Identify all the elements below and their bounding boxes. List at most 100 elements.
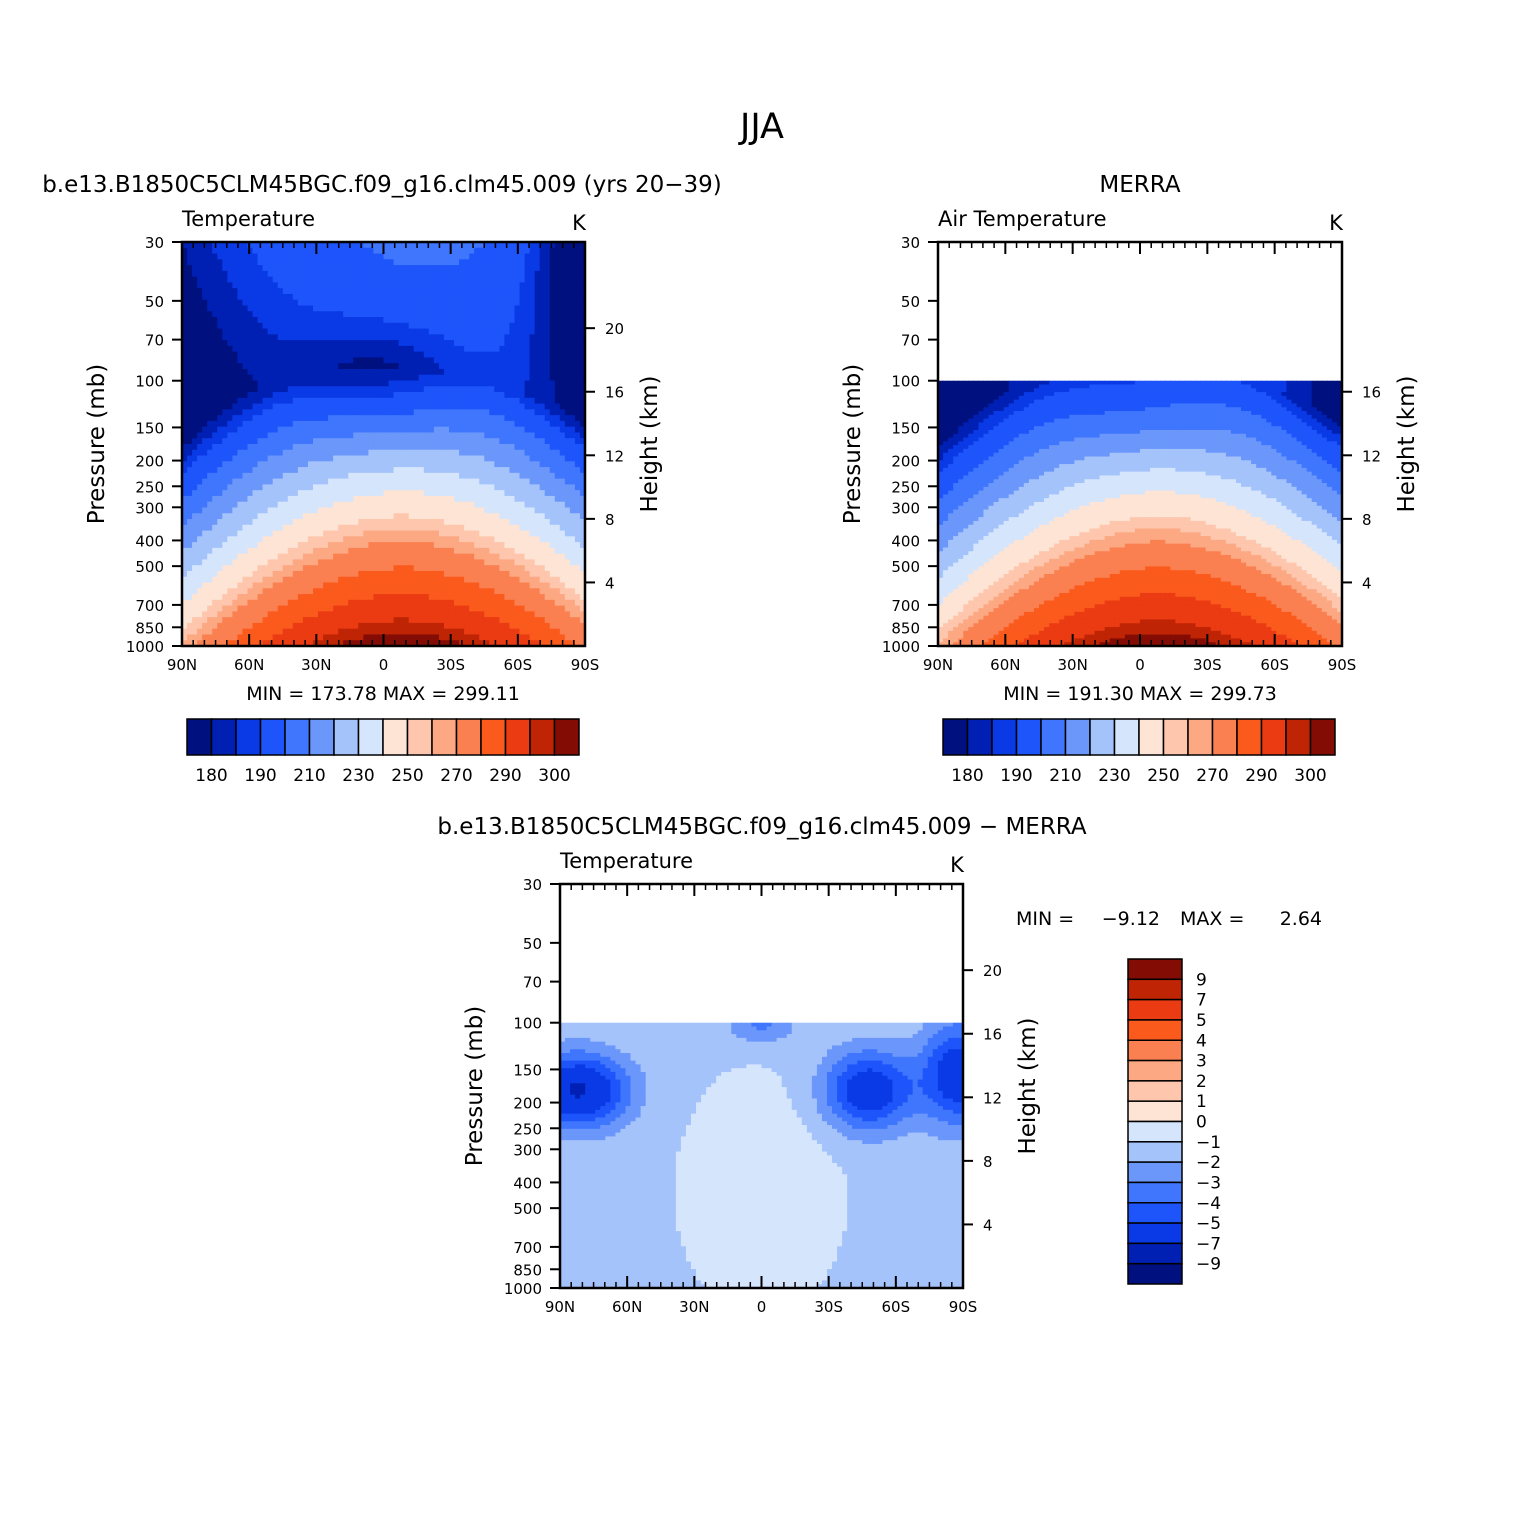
field-cell bbox=[242, 594, 249, 601]
field-cell bbox=[554, 415, 561, 422]
field-cell bbox=[438, 386, 445, 393]
field-cell bbox=[383, 299, 390, 307]
field-cell bbox=[348, 253, 354, 260]
field-cell bbox=[484, 426, 490, 434]
field-cell bbox=[464, 449, 470, 457]
field-cell bbox=[338, 322, 344, 330]
field-cell bbox=[252, 582, 259, 589]
field-cell bbox=[489, 380, 495, 387]
field-cell bbox=[252, 397, 259, 405]
field-cell bbox=[312, 276, 319, 283]
field-cell bbox=[328, 594, 334, 601]
field-cell bbox=[539, 345, 546, 353]
field-cell bbox=[262, 565, 269, 572]
field-cell bbox=[272, 519, 279, 526]
field-cell bbox=[227, 357, 233, 364]
field-cell bbox=[307, 299, 314, 307]
field-cell bbox=[559, 340, 566, 347]
field-cell bbox=[443, 328, 450, 335]
field-cell bbox=[564, 340, 571, 347]
field-cell bbox=[574, 478, 581, 485]
field-cell bbox=[423, 265, 430, 272]
field-cell bbox=[192, 588, 198, 595]
field-cell bbox=[428, 311, 435, 318]
field-cell bbox=[423, 247, 430, 255]
field-cell bbox=[252, 565, 259, 572]
field-cell bbox=[312, 397, 319, 405]
field-cell bbox=[398, 242, 405, 249]
field-cell bbox=[338, 559, 344, 566]
field-cell bbox=[423, 490, 430, 497]
field-cell bbox=[529, 265, 536, 272]
field-cell bbox=[187, 397, 193, 405]
field-cell bbox=[579, 501, 586, 509]
field-cell bbox=[187, 345, 193, 353]
field-cell bbox=[529, 334, 536, 341]
field-cell bbox=[302, 524, 309, 532]
field-cell bbox=[534, 392, 541, 399]
field-cell bbox=[328, 253, 334, 260]
field-cell bbox=[388, 409, 395, 416]
field-cell bbox=[418, 397, 425, 405]
field-cell bbox=[559, 542, 566, 549]
field-cell bbox=[378, 484, 385, 491]
field-cell bbox=[484, 594, 490, 601]
field-cell bbox=[574, 472, 581, 480]
field-cell bbox=[302, 449, 309, 457]
field-cell bbox=[413, 484, 420, 491]
field-cell bbox=[489, 524, 495, 532]
field-cell bbox=[222, 368, 228, 376]
field-cell bbox=[197, 392, 203, 399]
field-cell bbox=[323, 444, 329, 451]
field-cell bbox=[297, 524, 304, 532]
field-cell bbox=[358, 507, 364, 514]
field-cell bbox=[202, 536, 208, 543]
field-cell bbox=[454, 363, 460, 370]
field-cell bbox=[343, 547, 349, 555]
field-cell bbox=[459, 253, 465, 260]
field-cell bbox=[534, 438, 541, 445]
field-cell bbox=[554, 547, 561, 555]
field-cell bbox=[484, 530, 490, 537]
field-cell bbox=[408, 368, 415, 376]
field-cell bbox=[222, 588, 228, 595]
field-cell bbox=[519, 397, 526, 405]
field-cell bbox=[287, 397, 294, 405]
field-cell bbox=[413, 409, 420, 416]
field-cell bbox=[182, 368, 188, 376]
field-cell bbox=[539, 438, 546, 445]
field-cell bbox=[489, 576, 495, 584]
field-cell bbox=[328, 351, 334, 359]
field-cell bbox=[529, 299, 536, 307]
field-cell bbox=[569, 438, 576, 445]
field-cell bbox=[418, 438, 425, 445]
field-cell bbox=[413, 547, 420, 555]
field-cell bbox=[297, 576, 304, 584]
field-cell bbox=[363, 438, 369, 445]
field-cell bbox=[509, 530, 516, 537]
field-cell bbox=[433, 553, 440, 561]
field-cell bbox=[459, 594, 465, 601]
field-cell bbox=[388, 570, 395, 578]
field-cell bbox=[423, 392, 430, 399]
field-cell bbox=[499, 293, 505, 301]
field-cell bbox=[539, 386, 546, 393]
field-cell bbox=[343, 322, 349, 330]
field-cell bbox=[212, 530, 218, 537]
field-cell bbox=[202, 467, 208, 474]
field-cell bbox=[207, 345, 213, 353]
field-cell bbox=[489, 328, 495, 335]
field-cell bbox=[544, 363, 551, 370]
field-cell bbox=[338, 501, 344, 509]
field-cell bbox=[187, 455, 193, 462]
field-cell bbox=[484, 357, 490, 364]
field-cell bbox=[413, 536, 420, 543]
field-cell bbox=[282, 270, 289, 278]
field-cell bbox=[358, 594, 364, 601]
field-cell bbox=[413, 397, 420, 405]
field-cell bbox=[479, 259, 485, 266]
field-cell bbox=[464, 559, 470, 566]
field-cell bbox=[237, 265, 244, 272]
field-cell bbox=[559, 455, 566, 462]
field-cell bbox=[574, 340, 581, 347]
